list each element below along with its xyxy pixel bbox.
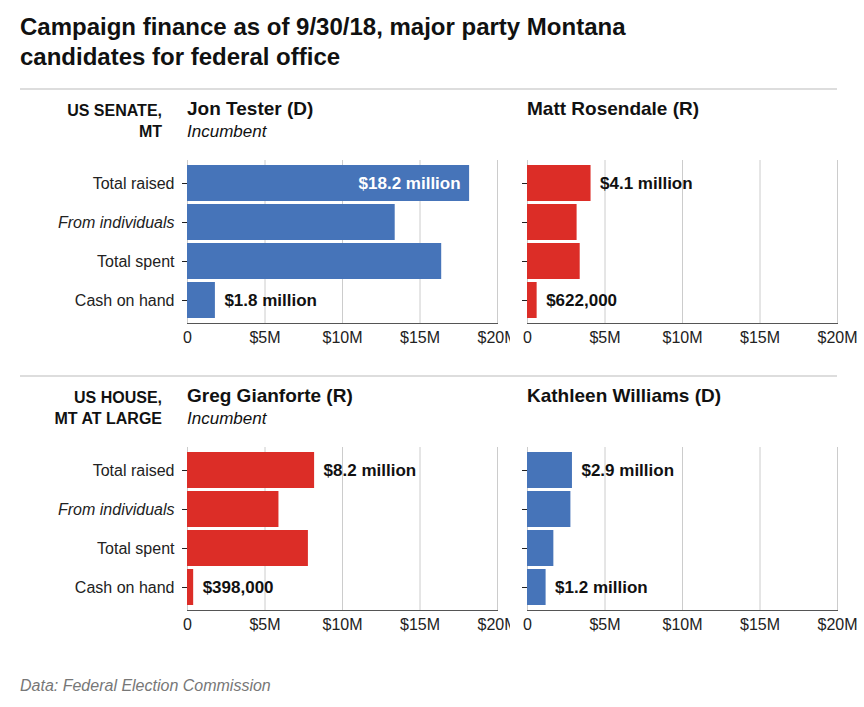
svg-text:$5M: $5M xyxy=(589,616,620,633)
svg-text:From individuals: From individuals xyxy=(58,214,174,231)
svg-text:$20M: $20M xyxy=(477,616,510,633)
svg-text:$622,000: $622,000 xyxy=(546,291,617,310)
html-text:US SENATE,: US SENATE, xyxy=(67,102,162,119)
html-text:Jon Tester (D): Jon Tester (D) xyxy=(187,98,314,119)
svg-text:$4.1 million: $4.1 million xyxy=(600,174,693,193)
svg-text:$1.8 million: $1.8 million xyxy=(224,291,317,310)
html-text:Data: Federal Election Commiss: Data: Federal Election Commission xyxy=(20,677,271,694)
html-text:Greg Gianforte (R): Greg Gianforte (R) xyxy=(187,385,353,406)
svg-text:0: 0 xyxy=(523,616,532,633)
html-text:Campaign finance as of 9/30/18: Campaign finance as of 9/30/18, major pa… xyxy=(20,13,626,70)
svg-text:$10M: $10M xyxy=(322,329,362,346)
svg-text:Total raised: Total raised xyxy=(93,175,175,192)
svg-text:$8.2 million: $8.2 million xyxy=(324,461,417,480)
html-text:MT AT LARGE: MT AT LARGE xyxy=(54,410,162,427)
svg-text:$10M: $10M xyxy=(662,616,702,633)
svg-text:$5M: $5M xyxy=(249,616,280,633)
svg-text:0: 0 xyxy=(183,329,192,346)
svg-text:$398,000: $398,000 xyxy=(203,578,274,597)
svg-text:$5M: $5M xyxy=(249,329,280,346)
html-text:Matt Rosendale (R): Matt Rosendale (R) xyxy=(527,98,700,119)
html-text:Incumbent: Incumbent xyxy=(187,122,267,141)
svg-text:0: 0 xyxy=(523,329,532,346)
svg-text:$2.9 million: $2.9 million xyxy=(581,461,674,480)
svg-text:$15M: $15M xyxy=(740,329,780,346)
svg-text:$5M: $5M xyxy=(589,329,620,346)
svg-text:Cash on hand: Cash on hand xyxy=(75,292,175,309)
svg-text:$20M: $20M xyxy=(817,616,857,633)
svg-text:$20M: $20M xyxy=(817,329,857,346)
svg-text:$15M: $15M xyxy=(400,329,440,346)
svg-text:0: 0 xyxy=(183,616,192,633)
html-text:Kathleen Williams (D): Kathleen Williams (D) xyxy=(527,385,722,406)
svg-text:$10M: $10M xyxy=(662,329,702,346)
svg-text:$15M: $15M xyxy=(400,616,440,633)
svg-text:$10M: $10M xyxy=(322,616,362,633)
svg-text:$15M: $15M xyxy=(740,616,780,633)
svg-text:From individuals: From individuals xyxy=(58,501,174,518)
svg-text:Total spent: Total spent xyxy=(97,540,175,557)
svg-text:$18.2 million: $18.2 million xyxy=(359,174,461,193)
html-text:Incumbent: Incumbent xyxy=(187,409,267,428)
svg-text:Total raised: Total raised xyxy=(93,462,175,479)
svg-text:Cash on hand: Cash on hand xyxy=(75,579,175,596)
svg-text:Total spent: Total spent xyxy=(97,253,175,270)
svg-text:$20M: $20M xyxy=(477,329,510,346)
html-text:MT: MT xyxy=(138,123,162,140)
svg-text:$1.2 million: $1.2 million xyxy=(555,578,648,597)
html-text:US HOUSE,: US HOUSE, xyxy=(74,389,162,406)
